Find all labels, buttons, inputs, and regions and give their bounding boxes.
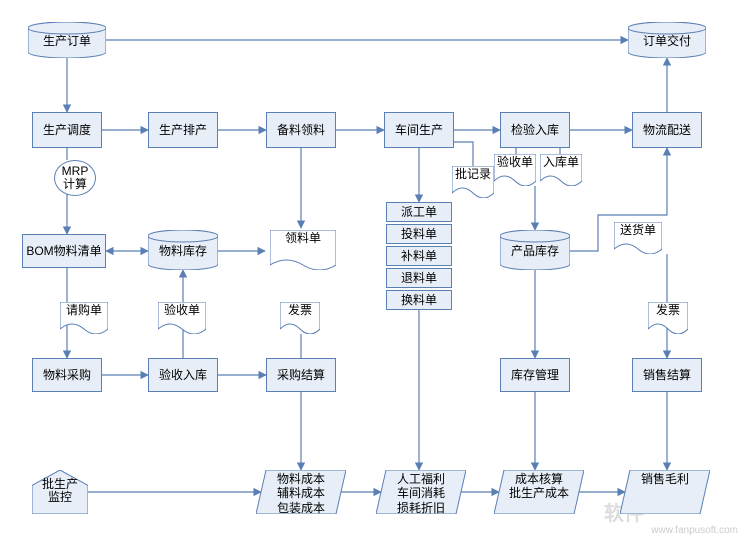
node-cost_lab: 人工福利车间消耗损耗折旧 xyxy=(376,470,466,514)
node-cost_mat: 物料成本辅料成本包装成本 xyxy=(256,470,346,514)
node-order_deliver: 订单交付 xyxy=(628,22,706,58)
node-inspect: 检验入库 xyxy=(500,112,570,148)
node-settle_buy: 采购结算 xyxy=(266,358,336,392)
node-req: 请购单 xyxy=(60,302,108,334)
node-purchase: 物料采购 xyxy=(32,358,102,392)
node-exch: 换料单 xyxy=(386,290,452,310)
node-mrp: MRP计算 xyxy=(54,160,96,196)
node-disp: 派工单 xyxy=(386,202,452,222)
node-workshop: 车间生产 xyxy=(384,112,454,148)
node-bom: BOM物料清单 xyxy=(22,234,106,268)
node-in_rec: 入库单 xyxy=(540,154,582,186)
node-supp: 补料单 xyxy=(386,246,452,266)
node-mat_stock: 物料库存 xyxy=(148,230,218,270)
node-ret: 退料单 xyxy=(386,268,452,288)
node-ship: 送货单 xyxy=(614,222,662,254)
node-accept_rec: 验收单 xyxy=(494,154,536,186)
node-feed: 投料单 xyxy=(386,224,452,244)
node-settle_sale: 销售结算 xyxy=(632,358,702,392)
node-inv: 发票 xyxy=(280,302,320,334)
edge-workshop-batch_rec xyxy=(454,142,473,166)
node-logistics: 物流配送 xyxy=(632,112,702,148)
node-pick: 领料单 xyxy=(270,230,336,270)
node-accept_in: 验收入库 xyxy=(148,358,218,392)
node-stock_mgmt: 库存管理 xyxy=(500,358,570,392)
node-profit: 销售毛利 xyxy=(620,470,710,514)
node-prep: 备料领料 xyxy=(266,112,336,148)
node-inv2: 发票 xyxy=(648,302,688,334)
node-monitor: 批生产监控 xyxy=(32,470,88,514)
node-accept2: 验收单 xyxy=(158,302,206,334)
node-prod_stock: 产品库存 xyxy=(500,230,570,270)
node-batch_rec: 批记录 xyxy=(452,166,494,198)
node-sched: 生产调度 xyxy=(32,112,102,148)
watermark-url: www.fanpusoft.com xyxy=(651,525,738,536)
node-cost_calc: 成本核算批生产成本 xyxy=(494,470,584,514)
node-plan: 生产排产 xyxy=(148,112,218,148)
node-prod_order: 生产订单 xyxy=(28,22,106,58)
